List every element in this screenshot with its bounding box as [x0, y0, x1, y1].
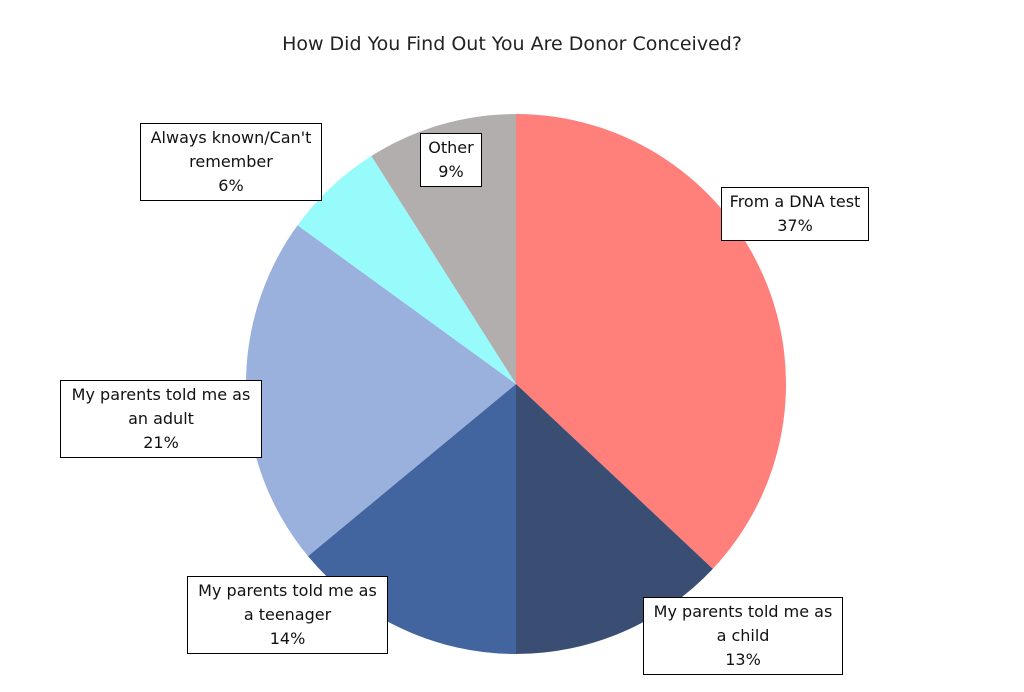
chart-title: How Did You Find Out You Are Donor Conce… — [282, 33, 742, 55]
pie-slice — [516, 114, 786, 569]
category-label: From a DNA test — [729, 192, 861, 211]
value-label: 9% — [438, 162, 464, 181]
pie-slice — [246, 225, 516, 557]
category-label: My parents told me as an adult — [71, 385, 251, 428]
value-label: 14% — [269, 629, 306, 648]
data-label: My parents told me as an adult 21% — [60, 380, 262, 458]
pie-slice — [516, 384, 713, 654]
category-label: My parents told me as a child — [653, 602, 833, 645]
data-label: My parents told me as a teenager 14% — [187, 576, 388, 654]
value-label: 6% — [218, 176, 244, 195]
category-label: Always known/Can't remember — [150, 128, 312, 171]
data-label: My parents told me as a child 13% — [643, 597, 843, 675]
pie-slice — [297, 156, 516, 384]
value-label: 21% — [143, 433, 179, 452]
value-label: 13% — [725, 650, 761, 669]
data-label: Other 9% — [420, 133, 482, 187]
data-label: From a DNA test 37% — [721, 187, 869, 241]
category-label: My parents told me as a teenager — [198, 581, 377, 624]
data-label: Always known/Can't remember 6% — [140, 123, 322, 201]
category-label: Other — [428, 138, 474, 157]
value-label: 37% — [777, 216, 813, 235]
